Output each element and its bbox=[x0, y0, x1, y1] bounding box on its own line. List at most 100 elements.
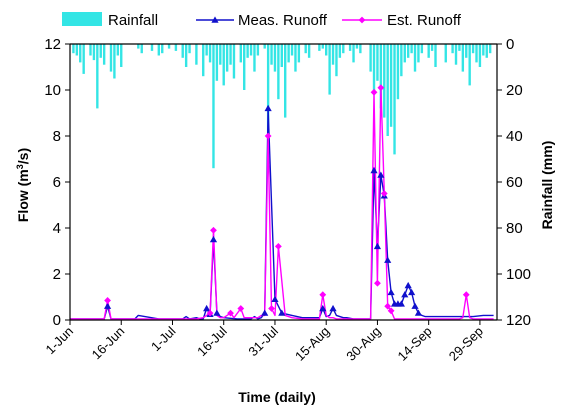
rainfall-bar bbox=[406, 44, 410, 58]
rainfall-bar bbox=[389, 44, 393, 127]
y-tick-label: 8 bbox=[53, 128, 61, 145]
rainfall-bar bbox=[215, 44, 219, 81]
rainfall-bar bbox=[427, 44, 430, 58]
rainfall-bar bbox=[328, 44, 331, 95]
rainfall-bar bbox=[109, 44, 113, 72]
rainfall-bar bbox=[471, 44, 475, 54]
runoff-lines bbox=[70, 86, 494, 320]
rainfall-bar bbox=[434, 44, 437, 67]
meas-runoff-point bbox=[370, 166, 378, 174]
y2-tick-label: 20 bbox=[506, 82, 523, 99]
rainfall-bar bbox=[229, 44, 232, 65]
y2-axis-label: Rainfall (mm) bbox=[539, 141, 555, 230]
legend-rainfall-label: Rainfall bbox=[108, 12, 158, 29]
meas-runoff-point bbox=[103, 302, 112, 309]
rainfall-bar bbox=[376, 44, 379, 81]
legend-meas-label: Meas. Runoff bbox=[238, 12, 328, 29]
rainfall-bar bbox=[468, 44, 471, 86]
rainfall-bar bbox=[294, 44, 297, 72]
rainfall-bar bbox=[307, 44, 311, 58]
rainfall-bar bbox=[454, 44, 458, 65]
rainfall-bar bbox=[270, 44, 273, 65]
rainfall-bar bbox=[92, 44, 96, 61]
legend: Rainfall Meas. Runoff Est. Runoff bbox=[62, 12, 462, 29]
est-runoff-point bbox=[237, 305, 245, 312]
rainfall-bar bbox=[232, 44, 236, 79]
rainfall-bar bbox=[150, 44, 154, 51]
rainfall-bar bbox=[461, 44, 465, 72]
meas-runoff-point bbox=[278, 309, 286, 316]
legend-est-label: Est. Runoff bbox=[387, 12, 462, 29]
rainfall-bar bbox=[99, 44, 102, 58]
rainfall-bar bbox=[82, 44, 85, 74]
rainfall-bar bbox=[161, 44, 164, 54]
meas-runoff-point bbox=[377, 171, 385, 178]
y-tick-label: 0 bbox=[53, 312, 61, 329]
meas-runoff-point bbox=[387, 288, 395, 296]
rainfall-bar bbox=[410, 44, 413, 54]
est-runoff-point bbox=[374, 279, 381, 287]
y-axis-label: Flow (m3/s) bbox=[15, 148, 31, 222]
est-runoff-line bbox=[70, 86, 494, 320]
rainfall-bar bbox=[239, 44, 242, 63]
rainfall-bar bbox=[72, 44, 75, 54]
y2-tick-label: 0 bbox=[506, 36, 514, 53]
legend-meas-marker bbox=[211, 16, 219, 23]
rainfall-bar bbox=[253, 44, 256, 72]
x-tick-label: 16-Jun bbox=[89, 324, 128, 363]
est-runoff-point bbox=[268, 305, 275, 312]
rainfall-bar bbox=[488, 44, 492, 54]
meas-runoff-point bbox=[329, 304, 337, 312]
est-runoff-point bbox=[387, 307, 395, 315]
meas-runoff-point bbox=[213, 309, 221, 316]
y2-tick-label: 60 bbox=[506, 174, 523, 191]
rainfall-bar bbox=[137, 44, 140, 49]
x-tick-label: 14-Sep bbox=[395, 324, 435, 364]
meas-runoff-point bbox=[261, 309, 269, 316]
est-runoff-point bbox=[227, 309, 234, 317]
rainfall-bar bbox=[75, 44, 79, 56]
rainfall-bar bbox=[325, 44, 328, 56]
rainfall-bar bbox=[157, 44, 161, 56]
y-tick-label: 10 bbox=[44, 82, 61, 99]
rainfall-bar bbox=[181, 44, 184, 58]
meas-runoff-point bbox=[264, 104, 272, 112]
rainfall-bar bbox=[379, 44, 383, 109]
y-tick-label: 12 bbox=[44, 36, 61, 53]
y-tick-label: 6 bbox=[53, 174, 61, 191]
y-tick-label: 2 bbox=[53, 266, 61, 283]
runoff-markers bbox=[103, 84, 470, 317]
rainfall-bar bbox=[465, 44, 468, 58]
rainfall-bar bbox=[372, 44, 376, 90]
rainfall-bar bbox=[359, 44, 362, 54]
rainfall-bar bbox=[266, 44, 270, 164]
rainfall-bar bbox=[458, 44, 461, 51]
rainfall-bar bbox=[420, 44, 424, 54]
est-runoff-point bbox=[210, 226, 217, 234]
rainfall-bar bbox=[79, 44, 82, 63]
rainfall-bar bbox=[246, 44, 249, 58]
x-tick-label: 1-Jun bbox=[43, 324, 77, 358]
est-runoff-point bbox=[462, 291, 470, 299]
est-runoff-point bbox=[319, 291, 327, 299]
rainfall-bar bbox=[116, 44, 120, 56]
rainfall-bar bbox=[167, 44, 171, 49]
rainfall-bar bbox=[430, 44, 434, 51]
est-runoff-point bbox=[377, 84, 385, 92]
rainfall-bar bbox=[96, 44, 99, 109]
legend-est-marker bbox=[358, 16, 366, 24]
rainfall-bars bbox=[72, 44, 492, 169]
rainfall-bar bbox=[297, 44, 301, 63]
y2-tick-label: 100 bbox=[506, 266, 531, 283]
rainfall-bar bbox=[212, 44, 215, 169]
rainfall-bar bbox=[475, 44, 478, 63]
legend-rainfall-swatch bbox=[62, 12, 102, 26]
rainfall-bar bbox=[287, 44, 290, 63]
rainfall-bar bbox=[403, 44, 406, 63]
meas-runoff-point bbox=[209, 235, 218, 243]
x-tick-label: 29-Sep bbox=[446, 324, 486, 364]
meas-runoff-point bbox=[414, 309, 423, 316]
x-tick-label: 15-Aug bbox=[292, 324, 332, 364]
rainfall-bar bbox=[342, 44, 345, 54]
